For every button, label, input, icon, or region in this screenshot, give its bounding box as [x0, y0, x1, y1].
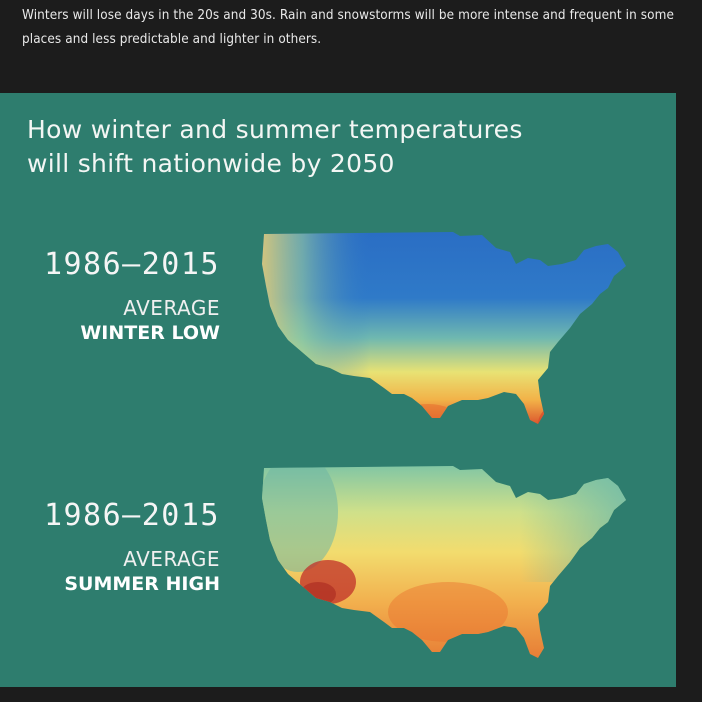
summer-high-map: [262, 466, 626, 658]
summer-season-label: SUMMER HIGH: [64, 573, 220, 595]
winter-average-label: AVERAGE: [123, 296, 220, 320]
winter-low-map: [262, 232, 626, 424]
winter-years: 1986–2015: [43, 247, 220, 282]
summer-average-label: AVERAGE: [123, 547, 220, 571]
winter-season-label: WINTER LOW: [80, 322, 220, 344]
panel-title-line2: will shift nationwide by 2050: [27, 149, 395, 178]
panel-title: How winter and summer temperatures will …: [27, 113, 547, 181]
intro-paragraph: Winters will lose days in the 20s and 30…: [22, 8, 674, 47]
summer-years: 1986–2015: [43, 498, 220, 533]
panel-title-line1: How winter and summer temperatures: [27, 115, 523, 144]
winter-map-label: 1986–2015 AVERAGE WINTER LOW: [44, 248, 220, 346]
summer-map-label: 1986–2015 AVERAGE SUMMER HIGH: [44, 499, 220, 597]
